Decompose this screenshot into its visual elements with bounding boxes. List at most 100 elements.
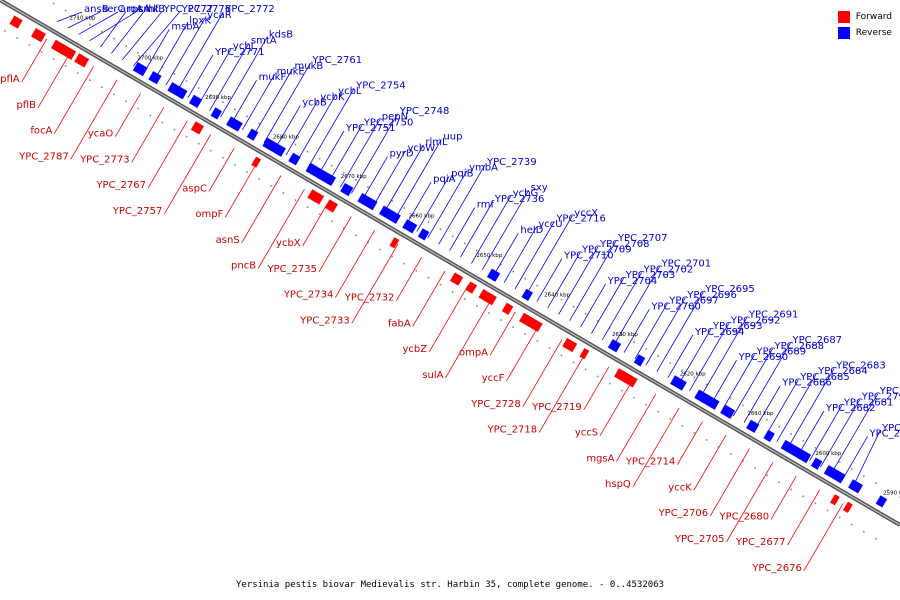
- leader-line: [656, 291, 704, 372]
- leader-line: [522, 339, 563, 408]
- leader-line: [274, 105, 301, 150]
- axis-dot: [342, 227, 345, 230]
- gene-label: YPC_2728: [470, 399, 521, 410]
- axis-dot: [64, 65, 67, 67]
- axis-dot: [778, 425, 780, 428]
- gene-label: pepN: [382, 112, 408, 123]
- axis-dot: [125, 100, 127, 103]
- axis-dot: [742, 460, 744, 462]
- leader-line: [131, 106, 165, 163]
- leader-line: [803, 503, 844, 571]
- gene-label: YPC_2708: [599, 239, 650, 250]
- forward-gene-block: [477, 288, 498, 306]
- leader-line: [689, 323, 730, 391]
- leader-line: [492, 232, 519, 277]
- axis-dot: [875, 537, 877, 540]
- axis-tick-label: 2670 kbp: [341, 174, 367, 180]
- leader-line: [252, 68, 293, 137]
- axis-dot: [875, 482, 877, 484]
- axis-dot: [536, 340, 539, 342]
- forward-gene-block: [829, 493, 841, 506]
- legend: Forward Reverse: [837, 9, 892, 41]
- leader-line: [506, 325, 539, 382]
- gene-label: YPC_2691: [748, 310, 799, 321]
- leader-line: [53, 65, 94, 134]
- reverse-gene-block: [339, 182, 354, 197]
- gene-label: YPC_2678: [868, 429, 900, 440]
- axis-dot: [294, 199, 297, 201]
- leader-line: [599, 380, 633, 436]
- gene-label: rlmL: [425, 137, 448, 148]
- gene-label: ompF: [195, 209, 223, 220]
- axis-dot: [657, 355, 659, 357]
- forward-gene-block: [613, 367, 639, 388]
- reverse-gene-block: [401, 218, 418, 234]
- gene-label: YPC_2701: [661, 259, 712, 270]
- axis-tick-label: 2600 kbp: [815, 451, 841, 457]
- gene-label: YPC_2703: [625, 270, 676, 281]
- gene-label: YPC_2776: [181, 4, 232, 15]
- leader-line: [721, 354, 755, 410]
- gene-label: YPC_2771: [214, 47, 265, 58]
- axis-dot: [838, 516, 841, 519]
- leader-line: [612, 266, 660, 347]
- axis-dot: [790, 488, 793, 491]
- axis-dot: [560, 298, 563, 301]
- axis-dot: [52, 58, 55, 60]
- axis-dot: [149, 59, 152, 61]
- leader-line: [21, 38, 48, 83]
- gene-label: YPC_2693: [712, 321, 763, 332]
- leader-line: [78, 11, 119, 35]
- gene-label: ihfB: [146, 4, 166, 15]
- leader-line: [329, 125, 363, 181]
- axis-dot: [488, 312, 490, 314]
- forward-gene-block: [73, 52, 90, 69]
- axis-dot: [379, 248, 381, 251]
- axis-dot: [89, 79, 91, 81]
- forward-gene-block: [842, 501, 854, 514]
- gene-label: YPC_2714: [625, 457, 676, 468]
- gene-label: uup: [443, 131, 462, 142]
- leader-line: [732, 348, 773, 417]
- axis-dot: [185, 135, 188, 138]
- gene-label: asnS: [216, 235, 240, 246]
- axis-dot: [488, 256, 490, 259]
- axis-tick-label: 2650 kbp: [476, 253, 502, 259]
- axis-dot: [548, 347, 551, 350]
- reverse-gene-block: [780, 439, 812, 464]
- gene-label: mukB: [295, 61, 324, 72]
- axis-tick-label: 2710 kbp: [70, 16, 96, 22]
- reverse-gene-block: [132, 61, 149, 77]
- axis-dot: [512, 326, 514, 328]
- axis-dot: [306, 206, 309, 208]
- axis-dot: [584, 368, 587, 371]
- leader-line: [503, 227, 537, 283]
- leader-line: [198, 48, 232, 105]
- gene-label: YPC_2750: [363, 117, 414, 128]
- reverse-gene-block: [356, 192, 379, 211]
- gene-label: aroA: [120, 4, 143, 15]
- axis-dot: [802, 440, 805, 442]
- gene-label: ycbG: [513, 188, 539, 199]
- gene-label: YPC_2757: [112, 206, 163, 217]
- axis-dot: [729, 397, 732, 400]
- gene-label: mgsA: [586, 453, 614, 464]
- genome-caption: Yersinia pestis biovar Medievalis str. H…: [235, 580, 665, 590]
- axis-tick-label: 2640 kbp: [544, 293, 570, 299]
- reverse-swatch: [837, 27, 850, 39]
- leader-line: [416, 176, 450, 232]
- genome-axis: [0, 0, 900, 540]
- gene-label: helD: [520, 225, 543, 236]
- leader-line: [427, 170, 468, 239]
- gene-label: ycbK: [320, 92, 345, 103]
- axis-dot: [790, 432, 793, 435]
- leader-line: [394, 139, 442, 220]
- axis-dot: [149, 114, 152, 117]
- leader-line: [100, 11, 127, 48]
- gene-label: YPC_2683: [835, 360, 886, 371]
- axis-dot: [415, 269, 418, 272]
- leader-line: [147, 120, 188, 189]
- leader-line: [632, 407, 680, 488]
- axis-dot: [766, 418, 768, 421]
- leader-line: [335, 229, 376, 298]
